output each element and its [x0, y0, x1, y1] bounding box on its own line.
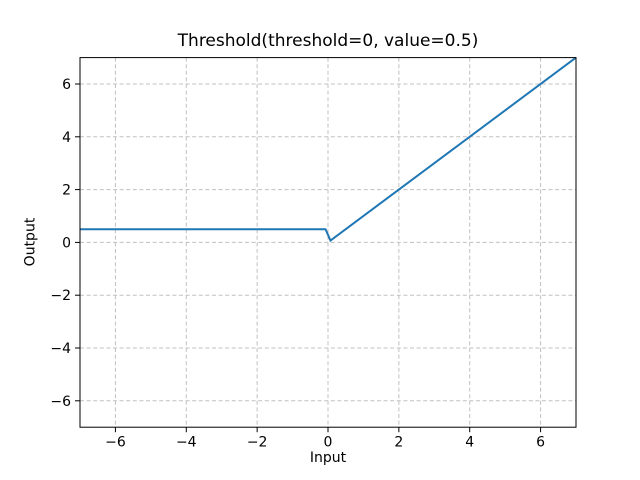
- x-axis-label: Input: [309, 450, 347, 466]
- x-tick-label: −4: [176, 435, 197, 451]
- y-tick-label: −6: [50, 394, 71, 410]
- y-tick-label: 6: [62, 77, 71, 93]
- y-tick-label: −4: [50, 341, 71, 357]
- x-tick-label: −6: [105, 435, 126, 451]
- y-tick-label: −2: [50, 288, 71, 304]
- y-tick-label: 2: [62, 183, 71, 199]
- series-line: [80, 56, 577, 243]
- x-tick-label: 4: [465, 435, 474, 451]
- x-tick-label: 6: [536, 435, 545, 451]
- x-tick-label: −2: [247, 435, 268, 451]
- chart-title: Threshold(threshold=0, value=0.5): [177, 31, 479, 51]
- y-axis-label: Output: [22, 217, 39, 267]
- y-tick-label: 0: [62, 235, 71, 251]
- x-tick-label: 2: [394, 435, 403, 451]
- y-tick-label: 4: [62, 130, 71, 146]
- x-tick-label: 0: [324, 435, 333, 451]
